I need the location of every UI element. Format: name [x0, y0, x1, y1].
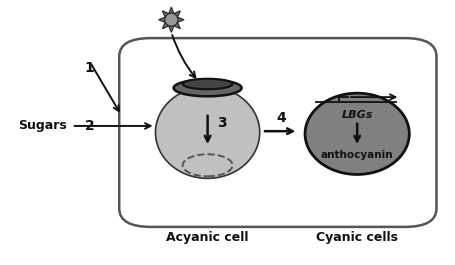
Ellipse shape — [304, 93, 409, 174]
Ellipse shape — [164, 13, 177, 26]
Text: anthocyanin: anthocyanin — [320, 150, 393, 160]
FancyBboxPatch shape — [119, 38, 435, 227]
Text: Acyanic cell: Acyanic cell — [166, 231, 248, 244]
Ellipse shape — [155, 87, 259, 178]
Polygon shape — [158, 7, 183, 32]
Text: 2: 2 — [85, 119, 95, 133]
Text: Cyanic cells: Cyanic cells — [315, 231, 397, 244]
Ellipse shape — [173, 80, 241, 96]
Text: LBGs: LBGs — [341, 111, 372, 121]
Text: 4: 4 — [276, 111, 286, 125]
Text: 3: 3 — [217, 116, 226, 130]
Text: Sugars: Sugars — [18, 120, 66, 132]
Ellipse shape — [182, 79, 232, 89]
Text: 1: 1 — [85, 61, 95, 75]
